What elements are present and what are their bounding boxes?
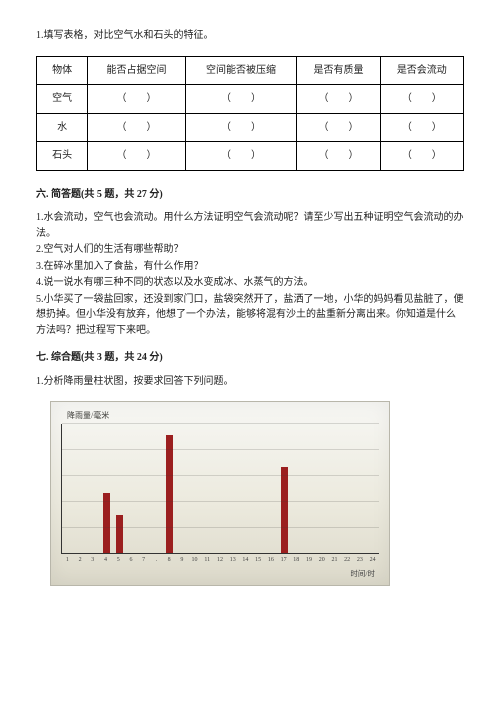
chart-xtick: 16 xyxy=(265,556,278,565)
chart-column xyxy=(328,424,341,553)
chart-xtick: 21 xyxy=(328,556,341,565)
chart-bar xyxy=(116,515,123,554)
chart-xtick: 22 xyxy=(341,556,354,565)
cell: （ ） xyxy=(88,85,185,114)
chart-xtick: 13 xyxy=(226,556,239,565)
chart-bar xyxy=(166,435,173,553)
rainfall-chart: 降雨量/毫米 1234567.8910111213141516171819202… xyxy=(50,401,390,586)
chart-column xyxy=(290,424,303,553)
table-row: 石头 （ ） （ ） （ ） （ ） xyxy=(37,142,464,171)
chart-column xyxy=(164,424,177,553)
chart-gridline xyxy=(62,475,379,476)
cell: （ ） xyxy=(297,142,380,171)
chart-xtick: 10 xyxy=(188,556,201,565)
th-flow: 是否会流动 xyxy=(380,56,463,85)
section7-title: 七. 综合题(共 3 题，共 24 分) xyxy=(36,350,464,366)
chart-xtick: 14 xyxy=(239,556,252,565)
th-occupy: 能否占据空间 xyxy=(88,56,185,85)
chart-column xyxy=(62,424,75,553)
chart-xtick: 19 xyxy=(303,556,316,565)
s7-q1: 1.分析降雨量柱状图，按要求回答下列问题。 xyxy=(36,374,464,390)
chart-column xyxy=(214,424,227,553)
chart-xtick: 11 xyxy=(201,556,214,565)
chart-column xyxy=(113,424,126,553)
s6-q2: 2.空气对人们的生活有哪些帮助？ xyxy=(36,242,464,258)
s6-q5: 5.小华买了一袋盐回家，还没到家门口，盐袋突然开了，盐洒了一地，小华的妈妈看见盐… xyxy=(36,292,464,339)
s6-q1: 1.水会流动，空气也会流动。用什么方法证明空气会流动呢？请至少写出五种证明空气会… xyxy=(36,210,464,241)
chart-bar xyxy=(103,493,110,553)
table-header-row: 物体 能否占据空间 空间能否被压缩 是否有质量 是否会流动 xyxy=(37,56,464,85)
chart-column xyxy=(176,424,189,553)
chart-column xyxy=(151,424,164,553)
chart-xtick: . xyxy=(150,556,163,565)
chart-column xyxy=(138,424,151,553)
chart-column xyxy=(240,424,253,553)
chart-xtick: 5 xyxy=(112,556,125,565)
chart-xtick: 6 xyxy=(125,556,138,565)
chart-xtick: 24 xyxy=(366,556,379,565)
feature-table: 物体 能否占据空间 空间能否被压缩 是否有质量 是否会流动 空气 （ ） （ ）… xyxy=(36,56,464,171)
chart-column xyxy=(202,424,215,553)
chart-xtick: 12 xyxy=(214,556,227,565)
s6-q4: 4.说一说水有哪三种不同的状态以及水变成冰、水蒸气的方法。 xyxy=(36,275,464,291)
chart-column xyxy=(252,424,265,553)
chart-xlabel: 时间/时 xyxy=(61,568,379,580)
chart-column xyxy=(189,424,202,553)
cell: （ ） xyxy=(380,113,463,142)
chart-column xyxy=(87,424,100,553)
chart-xtick: 17 xyxy=(277,556,290,565)
chart-column xyxy=(278,424,291,553)
chart-xtick: 7 xyxy=(137,556,150,565)
chart-column xyxy=(227,424,240,553)
cell: （ ） xyxy=(297,85,380,114)
cell: （ ） xyxy=(185,142,297,171)
chart-xtick: 3 xyxy=(86,556,99,565)
chart-xtick: 4 xyxy=(99,556,112,565)
chart-column xyxy=(75,424,88,553)
cell: （ ） xyxy=(297,113,380,142)
row-name: 空气 xyxy=(37,85,88,114)
chart-gridline xyxy=(62,527,379,528)
chart-xtick: 23 xyxy=(354,556,367,565)
table-row: 水 （ ） （ ） （ ） （ ） xyxy=(37,113,464,142)
chart-column xyxy=(316,424,329,553)
q1-text: 1.填写表格，对比空气水和石头的特征。 xyxy=(36,28,464,44)
th-compress: 空间能否被压缩 xyxy=(185,56,297,85)
chart-xtick: 15 xyxy=(252,556,265,565)
chart-ylabel: 降雨量/毫米 xyxy=(67,410,379,422)
cell: （ ） xyxy=(88,113,185,142)
chart-xtick: 2 xyxy=(74,556,87,565)
chart-column xyxy=(354,424,367,553)
cell: （ ） xyxy=(185,85,297,114)
cell: （ ） xyxy=(88,142,185,171)
row-name: 石头 xyxy=(37,142,88,171)
chart-column xyxy=(367,424,380,553)
cell: （ ） xyxy=(380,142,463,171)
chart-xtick: 8 xyxy=(163,556,176,565)
chart-bar xyxy=(281,467,288,553)
section6-title: 六. 简答题(共 5 题，共 27 分) xyxy=(36,187,464,203)
chart-plot-area xyxy=(61,424,379,554)
th-object: 物体 xyxy=(37,56,88,85)
chart-column xyxy=(125,424,138,553)
cell: （ ） xyxy=(185,113,297,142)
chart-column xyxy=(341,424,354,553)
row-name: 水 xyxy=(37,113,88,142)
s6-q3: 3.在碎冰里加入了食盐，有什么作用？ xyxy=(36,259,464,275)
chart-gridline xyxy=(62,423,379,424)
chart-gridline xyxy=(62,501,379,502)
chart-xtick: 18 xyxy=(290,556,303,565)
cell: （ ） xyxy=(380,85,463,114)
chart-gridline xyxy=(62,449,379,450)
chart-xtick: 20 xyxy=(315,556,328,565)
chart-xtick: 1 xyxy=(61,556,74,565)
section6-list: 1.水会流动，空气也会流动。用什么方法证明空气会流动呢？请至少写出五种证明空气会… xyxy=(36,210,464,338)
chart-xtick: 9 xyxy=(175,556,188,565)
th-mass: 是否有质量 xyxy=(297,56,380,85)
chart-column xyxy=(100,424,113,553)
chart-column xyxy=(265,424,278,553)
chart-column xyxy=(303,424,316,553)
table-row: 空气 （ ） （ ） （ ） （ ） xyxy=(37,85,464,114)
chart-xticks: 1234567.89101112131415161718192021222324 xyxy=(61,556,379,565)
